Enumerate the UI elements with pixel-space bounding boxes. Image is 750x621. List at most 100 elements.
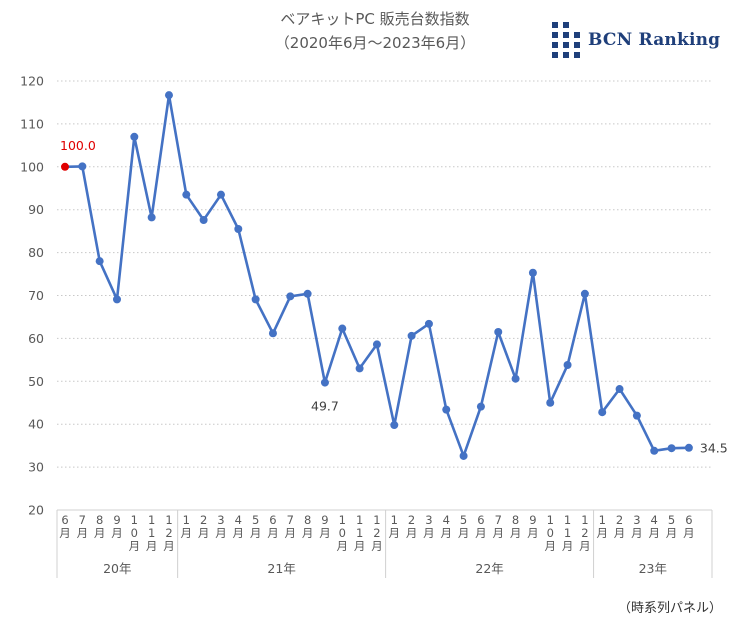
data-point [442,405,451,414]
data-point [615,385,624,394]
x-tick-label: 月 [648,526,660,540]
x-tick-label: 9 [529,513,536,527]
data-point [130,132,139,141]
x-tick-label: 月 [631,526,643,540]
x-tick-label: 月 [544,539,556,553]
data-point [390,421,399,430]
x-tick-label: 4 [235,513,242,527]
x-tick-label: 月 [354,539,366,553]
data-point [650,446,659,455]
x-tick-label: 2 [616,513,623,527]
data-point [407,331,416,340]
x-tick-label: 1 [356,526,363,540]
x-tick-label: 月 [129,539,141,553]
chart-title: ベアキットPC 販売台数指数 [280,10,470,28]
data-point [182,190,191,199]
x-tick-label: 7 [79,513,86,527]
x-tick-label: 9 [113,513,120,527]
chart-subtitle: （2020年6月〜2023年6月） [274,34,476,52]
x-tick-label: 月 [666,526,678,540]
data-point [234,225,243,234]
x-tick-label: 6 [685,513,692,527]
x-tick-label: 1 [339,513,346,527]
x-tick-label: 1 [599,513,606,527]
gridlines [57,80,712,468]
x-tick-label: 月 [302,526,314,540]
x-tick-label: 月 [596,526,608,540]
x-tick-label: 月 [250,526,262,540]
x-tick-label: 月 [77,526,89,540]
x-tick-label: 月 [527,526,539,540]
x-tick-label: 1 [564,513,571,527]
y-tick-label: 20 [28,503,44,518]
x-tick-label: 1 [356,513,363,527]
data-point [355,364,364,373]
x-tick-label: 0 [131,526,138,540]
x-tick-label: 1 [547,513,554,527]
data-point [424,319,433,328]
x-tick-label: 月 [510,526,522,540]
x-tick-label: 3 [633,513,640,527]
data-point [580,289,589,298]
data-point [598,408,607,417]
data-point [667,444,676,453]
x-tick-label: 1 [131,513,138,527]
x-tick-label: 9 [321,513,328,527]
year-group-label: 21年 [267,561,295,576]
data-point [147,213,156,222]
x-tick-label: 月 [371,539,383,553]
x-tick-label: 3 [217,513,224,527]
x-tick-label: 月 [614,526,626,540]
data-point [112,295,121,304]
data-point [494,327,503,336]
data-point [216,190,225,199]
bcn-grid-logo-icon [552,22,580,58]
y-tick-label: 100 [20,159,44,174]
x-tick-label: 月 [146,539,158,553]
y-tick-label: 60 [28,331,44,346]
data-point [164,91,173,100]
data-point [320,378,329,387]
x-tick-label: 5 [460,513,467,527]
data-point [684,443,693,452]
x-tick-label: 月 [181,526,193,540]
y-tick-label: 110 [20,116,44,131]
footnote: （時系列パネル） [617,601,722,616]
data-point [303,289,312,298]
data-label: 49.7 [311,399,339,414]
x-tick-label: 月 [215,526,227,540]
x-tick-label: 月 [59,526,71,540]
series-line [64,93,689,458]
x-tick-label: 3 [425,513,432,527]
data-point [372,340,381,349]
x-tick-label: 8 [304,513,311,527]
x-tick-label: 1 [148,526,155,540]
x-tick-label: 月 [163,539,175,553]
x-tick-label: 7 [495,513,502,527]
x-tick-label: 月 [562,539,574,553]
x-tick-label: 8 [96,513,103,527]
data-point [528,268,537,277]
x-tick-label: 1 [148,513,155,527]
y-tick-labels: 20 30 40 50 60 70 80 90 100 110 120 [20,74,44,518]
x-tick-label: 月 [493,526,505,540]
x-tick-label: 6 [477,513,484,527]
x-tick-label: 月 [267,526,279,540]
y-tick-label: 30 [28,460,44,475]
data-point [476,402,485,411]
series-points [61,91,693,460]
y-tick-label: 80 [28,245,44,260]
x-tick-label: 月 [285,526,297,540]
x-tick-label: 7 [287,513,294,527]
x-tick-label: 月 [475,526,487,540]
x-tick-label: 1 [391,513,398,527]
year-group-label: 23年 [639,561,667,576]
data-label: 100.0 [60,138,96,153]
x-tick-label: 1 [564,526,571,540]
logo-text: BCN Ranking [588,30,721,50]
x-tick-label: 5 [668,513,675,527]
x-tick-label: 0 [339,526,346,540]
x-tick-label: 1 [165,513,172,527]
x-tick-label: 5 [252,513,259,527]
